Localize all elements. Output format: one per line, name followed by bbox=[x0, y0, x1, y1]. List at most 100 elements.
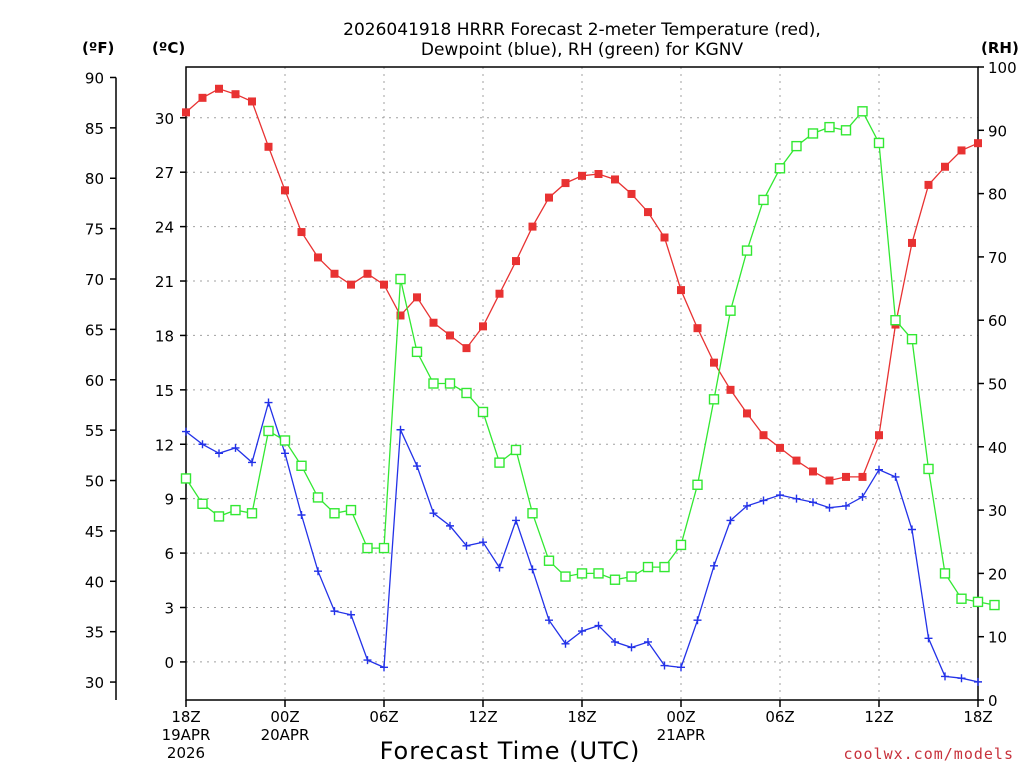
temperature-point bbox=[561, 179, 570, 188]
dewpoint-point bbox=[297, 510, 306, 519]
dewpoint-point bbox=[908, 525, 916, 534]
temperature-point bbox=[693, 324, 702, 333]
rh-point bbox=[527, 508, 538, 519]
x-tick-label: 19APR bbox=[162, 726, 211, 744]
rh-tick-label: 50 bbox=[988, 376, 1007, 394]
gridlines bbox=[186, 67, 978, 700]
celsius-tick-label: 21 bbox=[155, 273, 174, 291]
x-tick-label: 18Z bbox=[963, 708, 992, 726]
dewpoint-point bbox=[693, 616, 702, 625]
rh-point bbox=[560, 571, 571, 582]
dewpoint-point bbox=[314, 567, 322, 576]
rh-point bbox=[477, 406, 489, 418]
rh-point bbox=[444, 378, 456, 389]
rh-point bbox=[543, 555, 555, 566]
rh-point bbox=[494, 457, 505, 468]
rh-point bbox=[956, 593, 967, 604]
dewpoint-point bbox=[363, 656, 372, 665]
rh-point bbox=[642, 561, 654, 573]
rh-point bbox=[312, 492, 324, 503]
dewpoint-point bbox=[924, 634, 933, 643]
temperature-point bbox=[363, 269, 372, 278]
rh-tick-label: 20 bbox=[988, 565, 1007, 583]
rh-point bbox=[296, 460, 307, 471]
rh-point bbox=[939, 568, 951, 579]
rh-point bbox=[345, 504, 357, 516]
dewpoint-point bbox=[759, 496, 768, 505]
x-tick-label: 00Z bbox=[666, 708, 695, 726]
rh-point bbox=[510, 444, 522, 456]
celsius-tick-label: 0 bbox=[164, 654, 174, 672]
dewpoint-point bbox=[858, 492, 867, 501]
fahrenheit-tick-label: 80 bbox=[85, 170, 104, 188]
rh-point bbox=[428, 378, 439, 389]
dewpoint-point bbox=[429, 509, 438, 518]
dewpoint-point bbox=[809, 498, 817, 507]
dewpoint-point bbox=[198, 440, 207, 449]
x-tick-label: 18Z bbox=[171, 708, 200, 726]
rh-point bbox=[890, 315, 901, 326]
rh-point bbox=[461, 387, 472, 399]
dewpoint-point bbox=[462, 541, 471, 550]
dewpoint-point bbox=[875, 465, 883, 474]
rh-point bbox=[362, 542, 373, 554]
dewpoint-point bbox=[594, 621, 603, 630]
rh-point bbox=[840, 125, 852, 136]
dewpoint-point bbox=[957, 674, 966, 683]
fahrenheit-tick-label: 75 bbox=[85, 221, 104, 239]
fahrenheit-tick-label: 50 bbox=[85, 473, 104, 491]
temperature-point bbox=[413, 293, 421, 302]
fahrenheit-unit-label: (ºF) bbox=[82, 39, 114, 57]
axes: 30 35 40 45 50 55 60 65 70 75 80 85 90 0 3 6 9 12 15 18 21 24… bbox=[85, 59, 1017, 762]
temperature-point bbox=[264, 142, 273, 151]
rh-point bbox=[626, 571, 637, 582]
rh-point bbox=[758, 194, 769, 206]
series-temperature bbox=[182, 84, 982, 485]
data-series bbox=[180, 84, 1000, 686]
temperature-point bbox=[974, 139, 982, 148]
rh-tick-label: 10 bbox=[988, 629, 1007, 647]
rh-point bbox=[395, 273, 406, 285]
credit-text: coolwx.com/models bbox=[843, 745, 1014, 763]
rh-tick-label: 40 bbox=[988, 439, 1007, 457]
dewpoint-point bbox=[231, 443, 240, 452]
dewpoint-point bbox=[182, 427, 190, 436]
rh-point bbox=[576, 568, 588, 579]
temperature-point bbox=[792, 456, 801, 465]
celsius-unit-label: (ºC) bbox=[152, 39, 185, 57]
dewpoint-point bbox=[941, 672, 949, 681]
dewpoint-point bbox=[743, 501, 751, 510]
series-line-rh bbox=[185, 110, 995, 606]
rh-tick-label: 80 bbox=[988, 186, 1007, 204]
dewpoint-point bbox=[215, 449, 223, 458]
dewpoint-point bbox=[380, 663, 388, 672]
temperature-point bbox=[198, 93, 207, 102]
temperature-point bbox=[809, 467, 817, 476]
rh-tick-label: 30 bbox=[988, 502, 1007, 520]
temperature-point bbox=[545, 193, 553, 202]
dewpoint-point bbox=[891, 472, 900, 481]
fahrenheit-tick-label: 85 bbox=[85, 120, 104, 138]
x-tick-label: 21APR bbox=[657, 726, 706, 744]
rh-point bbox=[692, 479, 703, 490]
dewpoint-point bbox=[842, 501, 850, 510]
x-tick-label: 20APR bbox=[261, 726, 310, 744]
dewpoint-point bbox=[644, 637, 652, 646]
celsius-tick-label: 27 bbox=[155, 164, 174, 182]
fahrenheit-tick-label: 70 bbox=[85, 271, 104, 289]
chart-title-line-2: Dewpoint (blue), RH (green) for KGNV bbox=[421, 40, 744, 60]
dewpoint-point bbox=[561, 639, 570, 648]
dewpoint-point bbox=[792, 494, 801, 503]
rh-point bbox=[230, 504, 241, 516]
celsius-tick-label: 12 bbox=[155, 436, 174, 454]
fahrenheit-tick-label: 90 bbox=[85, 69, 104, 87]
x-tick-label: 12Z bbox=[468, 708, 497, 726]
rh-point bbox=[791, 140, 802, 152]
rh-tick-label: 60 bbox=[988, 312, 1007, 330]
chart-title-line-1: 2026041918 HRRR Forecast 2-meter Tempera… bbox=[343, 20, 821, 40]
celsius-tick-label: 30 bbox=[155, 110, 174, 128]
fahrenheit-tick-label: 65 bbox=[85, 321, 104, 339]
rh-tick-label: 100 bbox=[988, 59, 1017, 77]
rh-tick-label: 70 bbox=[988, 249, 1007, 267]
rh-point bbox=[609, 574, 621, 585]
